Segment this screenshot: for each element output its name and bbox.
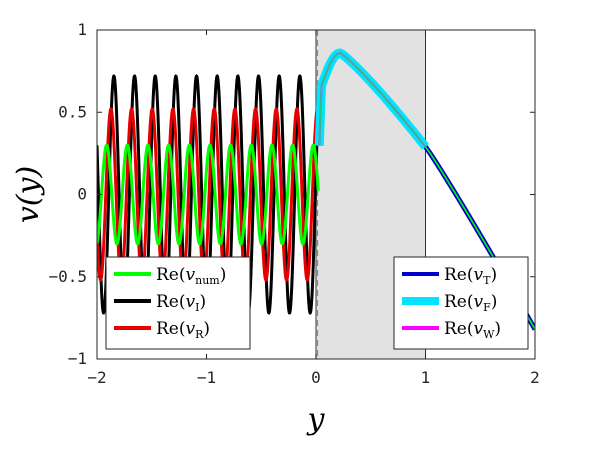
legend-label-R: Re(vR) <box>156 319 210 341</box>
legend-label-T: Re(vT) <box>444 265 497 287</box>
legends: Re(vnum) Re(vI) Re(vR) Re(vT) Re(vF) Re(vW) <box>105 256 529 350</box>
legend-left: Re(vnum) Re(vI) Re(vR) <box>105 256 251 350</box>
series-re-vR-line <box>97 107 320 282</box>
y-axis-label: v(y) <box>11 166 46 223</box>
x-tick-label: −1 <box>197 368 216 387</box>
axes: −2 −1 0 1 2−1−0.500.51 <box>48 20 539 387</box>
x-tick-label: −2 <box>87 368 106 387</box>
x-axis-label: y <box>306 402 326 437</box>
y-tick-label: 1 <box>77 20 87 39</box>
y-tick-label: −1 <box>68 349 87 368</box>
x-tick-label: 2 <box>530 368 540 387</box>
legend-label-W: Re(vW) <box>444 319 501 341</box>
y-tick-label: 0.5 <box>58 102 87 121</box>
legend-label-F: Re(vF) <box>444 292 497 314</box>
legend-label-I: Re(vI) <box>156 292 206 314</box>
x-tick-label: 1 <box>421 368 431 387</box>
y-tick-label: 0 <box>77 185 87 204</box>
x-tick-label: 0 <box>311 368 321 387</box>
y-tick-label: −0.5 <box>48 267 87 286</box>
legend-label-num: Re(vnum) <box>156 265 226 287</box>
legend-right: Re(vT) Re(vF) Re(vW) <box>393 256 529 350</box>
series-re-vnum-line <box>97 143 320 246</box>
series-re-vnum-line-right <box>318 52 427 148</box>
